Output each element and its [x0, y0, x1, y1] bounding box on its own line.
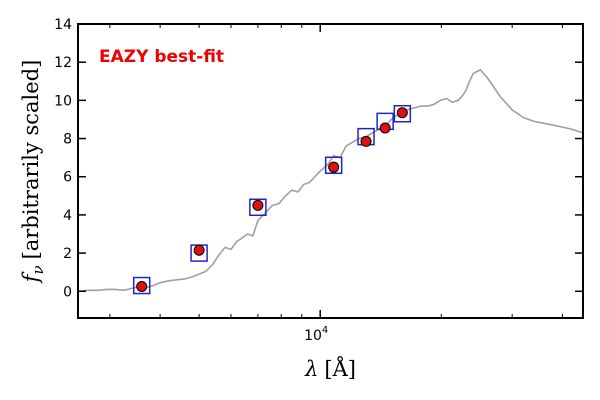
y-axis-label: fν [arbitrarily scaled]	[19, 60, 47, 285]
y-tick-label: 4	[63, 208, 72, 224]
x-tick-base: 10	[304, 328, 322, 344]
y-tick-label: 2	[63, 246, 72, 262]
observed-photometry-point	[396, 107, 408, 119]
model-spectrum-line	[77, 68, 584, 293]
observed-photometry-point	[379, 122, 391, 134]
observed-photometry-point	[252, 199, 264, 211]
model-photometry-square	[132, 276, 151, 295]
model-photometry-square	[249, 198, 267, 217]
y-tick-label: 10	[54, 93, 72, 109]
x-axis-label: λ [Å]	[304, 356, 356, 381]
y-tick-label: 6	[63, 170, 72, 186]
x-axis-symbol: λ	[304, 357, 318, 381]
y-axis-text: [arbitrarily scaled]	[19, 60, 43, 260]
y-tick-label: 14	[54, 17, 72, 33]
x-axis-unit: [Å]	[324, 356, 356, 381]
observed-photometry-point	[193, 244, 205, 256]
y-tick-label: 12	[54, 55, 72, 71]
annotation-label: EAZY best-fit	[99, 47, 224, 67]
model-photometry-square	[393, 104, 412, 123]
y-tick-label: 0	[63, 284, 72, 300]
x-tick-label: 104	[304, 325, 328, 344]
model-photometry-square	[324, 156, 343, 175]
y-axis-subscript: ν	[29, 265, 47, 274]
y-tick-label: 8	[63, 132, 72, 148]
observed-photometry-point	[328, 161, 340, 173]
observed-photometry-point	[136, 281, 148, 292]
x-tick-exponent: 4	[322, 325, 328, 336]
plot-frame	[77, 23, 584, 319]
observed-photometry-point	[360, 135, 372, 147]
y-axis-symbol: f	[19, 271, 43, 284]
